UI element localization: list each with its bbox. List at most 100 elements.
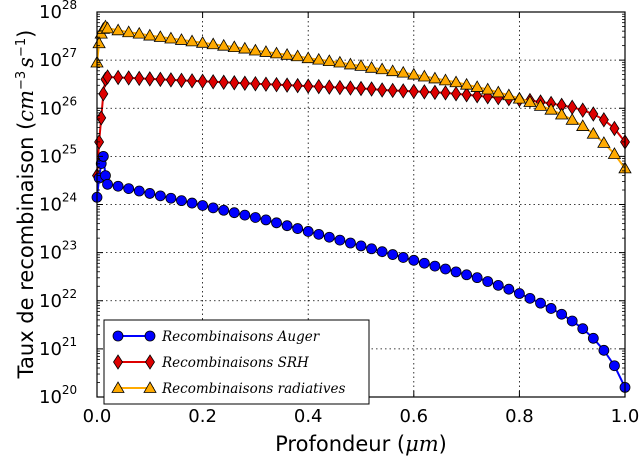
data-point [343,57,358,70]
data-point [143,28,157,41]
data-point [375,62,389,75]
data-point [576,119,590,131]
data-point [524,292,536,304]
data-point [376,246,388,258]
data-point [227,40,241,53]
y-tick-exponent: 25 [62,142,77,156]
y-tick-exponent: 21 [62,335,77,349]
y-tick-label: 1027 [39,46,77,71]
data-point [112,180,124,192]
y-tick-label: 1020 [39,383,77,408]
data-point [217,38,231,51]
data-point [334,79,345,96]
data-point [185,34,199,47]
data-point [407,67,421,80]
legend-label: Recombinaisons SRH [161,355,309,371]
legend: Recombinaisons Auger Recombinaisons SRH Re… [103,319,370,405]
data-point [281,220,293,232]
data-point [491,85,505,98]
data-point [271,76,282,93]
data-point [260,214,272,226]
data-point [229,75,240,91]
data-point [438,73,453,86]
data-point [502,88,516,101]
data-point [345,80,356,96]
data-point [354,59,368,71]
y-tick-label: 1025 [39,142,77,167]
data-point [249,212,261,223]
data-point [512,91,527,104]
data-point [164,31,178,44]
y-tick-label: 1023 [39,239,77,264]
data-point [271,217,282,229]
y-tick-label: 1028 [39,0,77,23]
data-point [333,55,347,68]
data-point [269,46,284,59]
legend-marker [111,381,125,393]
x-tick-label: 0.8 [505,406,534,427]
data-point [588,106,599,122]
data-point [377,82,388,98]
data-point [554,107,569,120]
data-point [154,190,166,202]
data-point [449,75,463,88]
y-tick-exponent: 26 [62,94,77,108]
data-point [176,195,187,207]
data-point [586,126,601,139]
data-point [186,197,198,209]
y-tick-exponent: 24 [62,191,77,205]
data-point [290,49,305,62]
data-point [567,99,578,116]
data-point [533,99,548,111]
data-point [259,45,273,57]
data-point [556,308,568,320]
data-point [113,69,124,86]
data-point [100,21,115,34]
data-point [123,183,135,195]
y-tick-exponent: 22 [62,287,77,301]
data-point [471,272,483,284]
y-tick-label: 1024 [39,191,77,216]
data-point [260,76,271,92]
data-point [155,71,166,88]
data-point [197,73,208,90]
data-point [387,249,399,260]
data-point [195,35,210,48]
data-point [218,204,230,216]
data-point [440,85,451,101]
data-point [280,48,294,60]
data-point [429,260,441,272]
data-point [239,75,250,91]
data-point [239,209,251,221]
data-point [111,23,125,36]
data-point [292,77,303,94]
data-point [250,75,261,92]
data-point [364,61,379,73]
data-point [187,73,198,89]
legend-marker [113,354,123,370]
data-point [292,223,304,234]
data-point [165,72,176,88]
series-diamond [92,69,630,184]
data-point [282,77,293,93]
data-point [587,332,599,344]
legend-label: Recombinaisons Auger [161,329,321,345]
data-point [248,43,263,56]
data-point [398,83,409,99]
data-point [461,269,473,281]
y-tick-exponent: 20 [62,383,77,397]
y-tick-exponent: 27 [62,46,77,60]
data-point [598,344,610,356]
data-point [514,288,525,299]
data-point [418,257,430,269]
data-point [598,112,609,128]
y-tick-label: 1021 [39,335,77,360]
data-point [313,228,325,240]
data-point [302,226,314,237]
data-point [92,36,106,49]
data-point [609,120,620,137]
data-point [207,202,219,214]
y-tick-label: 1022 [39,287,77,312]
data-point [144,188,156,199]
data-point [165,192,177,204]
